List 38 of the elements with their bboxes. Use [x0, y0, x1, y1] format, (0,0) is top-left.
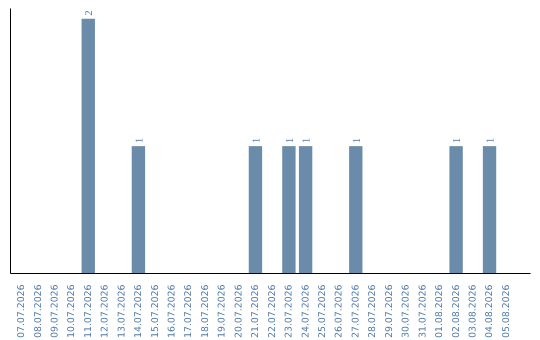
x-tick-label: 27.07.2026 — [350, 284, 362, 338]
x-tick-label: 19.07.2026 — [216, 284, 228, 338]
x-tick-label: 26.07.2026 — [334, 284, 345, 338]
x-tick-label: 14.07.2026 — [133, 284, 144, 338]
x-tick-label: 29.07.2026 — [384, 284, 395, 338]
x-tick-label: 11.07.2026 — [82, 284, 94, 338]
data-label: 1 — [352, 138, 363, 144]
x-tick-label: 25.07.2026 — [316, 284, 328, 338]
x-tick-label: 03.08.2026 — [467, 284, 478, 338]
x-tick-label: 09.07.2026 — [49, 284, 60, 338]
x-tick-label: 21.07.2026 — [250, 284, 262, 338]
data-label: 1 — [302, 138, 313, 144]
x-tick-label: 01.08.2026 — [434, 284, 446, 338]
x-tick-label: 05.08.2026 — [500, 284, 512, 338]
x-tick-label: 30.07.2026 — [400, 284, 412, 338]
data-label: 1 — [134, 138, 146, 144]
x-tick-label: 23.07.2026 — [284, 284, 295, 338]
x-tick-label: 28.07.2026 — [367, 284, 378, 338]
x-tick-label: 16.07.2026 — [166, 284, 178, 338]
x-tick-label: 04.08.2026 — [484, 284, 496, 338]
data-label: 2 — [84, 10, 96, 16]
x-tick-label: 13.07.2026 — [116, 284, 128, 338]
x-tick-label: 10.07.2026 — [66, 284, 78, 338]
x-tick-label: 02.08.2026 — [450, 284, 462, 338]
data-label: 1 — [486, 138, 497, 144]
data-label: 1 — [251, 138, 262, 144]
x-tick-label: 08.07.2026 — [32, 284, 44, 338]
x-tick-label: 24.07.2026 — [300, 284, 312, 338]
x-tick-label: 20.07.2026 — [233, 284, 244, 338]
x-tick-label: 18.07.2026 — [200, 284, 211, 338]
x-tick-label: 31.07.2026 — [417, 284, 428, 338]
x-tick-label: 07.07.2026 — [16, 284, 28, 338]
data-label: 1 — [452, 138, 464, 144]
x-tick-label: 22.07.2026 — [266, 284, 278, 338]
x-tick-label: 15.07.2026 — [150, 284, 161, 338]
x-tick-label: 17.07.2026 — [183, 284, 194, 338]
data-label: 1 — [284, 138, 296, 144]
x-tick-label: 12.07.2026 — [100, 284, 111, 338]
